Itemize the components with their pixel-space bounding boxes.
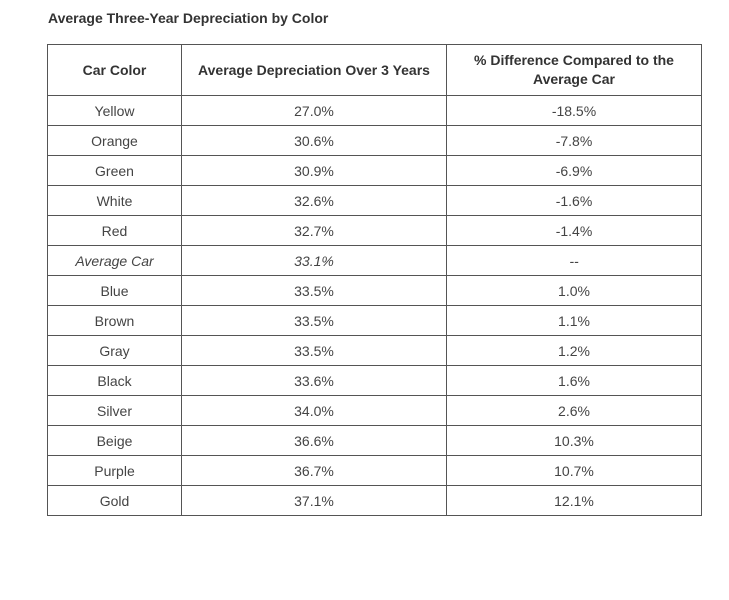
cell-depreciation: 34.0% xyxy=(181,395,447,426)
cell-difference: -- xyxy=(446,245,702,276)
table-row: Purple 36.7% 10.7% xyxy=(47,455,702,486)
table-row: Red 32.7% -1.4% xyxy=(47,215,702,246)
table-row: Beige 36.6% 10.3% xyxy=(47,425,702,456)
cell-depreciation: 30.9% xyxy=(181,155,447,186)
cell-depreciation: 27.0% xyxy=(181,95,447,126)
cell-car-color: Black xyxy=(47,365,182,396)
cell-car-color: Silver xyxy=(47,395,182,426)
cell-car-color: Orange xyxy=(47,125,182,156)
cell-car-color: Yellow xyxy=(47,95,182,126)
cell-depreciation: 37.1% xyxy=(181,485,447,516)
table-row: Gray 33.5% 1.2% xyxy=(47,335,702,366)
cell-difference: -6.9% xyxy=(446,155,702,186)
cell-car-color: Gray xyxy=(47,335,182,366)
cell-depreciation: 33.5% xyxy=(181,305,447,336)
cell-difference: -7.8% xyxy=(446,125,702,156)
cell-difference: 1.1% xyxy=(446,305,702,336)
cell-car-color: Beige xyxy=(47,425,182,456)
cell-car-color: Blue xyxy=(47,275,182,306)
cell-car-color: Gold xyxy=(47,485,182,516)
cell-difference: -1.6% xyxy=(446,185,702,216)
cell-difference: 1.2% xyxy=(446,335,702,366)
table-row: Brown 33.5% 1.1% xyxy=(47,305,702,336)
cell-difference: -18.5% xyxy=(446,95,702,126)
cell-difference: 1.0% xyxy=(446,275,702,306)
cell-depreciation: 33.6% xyxy=(181,365,447,396)
cell-car-color: Average Car xyxy=(47,245,182,276)
table-row: Blue 33.5% 1.0% xyxy=(47,275,702,306)
cell-depreciation: 32.7% xyxy=(181,215,447,246)
cell-car-color: Green xyxy=(47,155,182,186)
table-body: Yellow 27.0% -18.5% Orange 30.6% -7.8% Green 30… xyxy=(47,95,702,516)
cell-car-color: Purple xyxy=(47,455,182,486)
cell-depreciation: 36.6% xyxy=(181,425,447,456)
depreciation-table: Car Color Average Depreciation Over 3 Ye… xyxy=(47,44,702,516)
cell-depreciation: 33.1% xyxy=(181,245,447,276)
cell-depreciation: 36.7% xyxy=(181,455,447,486)
table-row: Green 30.9% -6.9% xyxy=(47,155,702,186)
cell-difference: -1.4% xyxy=(446,215,702,246)
cell-difference: 1.6% xyxy=(446,365,702,396)
table-row: Silver 34.0% 2.6% xyxy=(47,395,702,426)
table-header: Car Color Average Depreciation Over 3 Ye… xyxy=(47,44,702,96)
table-row: Average Car 33.1% -- xyxy=(47,245,702,276)
cell-depreciation: 33.5% xyxy=(181,335,447,366)
cell-depreciation: 33.5% xyxy=(181,275,447,306)
table-row: White 32.6% -1.6% xyxy=(47,185,702,216)
cell-car-color: Red xyxy=(47,215,182,246)
table-row: Orange 30.6% -7.8% xyxy=(47,125,702,156)
table-row: Gold 37.1% 12.1% xyxy=(47,485,702,516)
header-row: Car Color Average Depreciation Over 3 Ye… xyxy=(47,44,702,96)
cell-car-color: White xyxy=(47,185,182,216)
table-title: Average Three-Year Depreciation by Color xyxy=(48,10,329,26)
table-row: Yellow 27.0% -18.5% xyxy=(47,95,702,126)
cell-difference: 2.6% xyxy=(446,395,702,426)
table-row: Black 33.6% 1.6% xyxy=(47,365,702,396)
cell-car-color: Brown xyxy=(47,305,182,336)
cell-depreciation: 30.6% xyxy=(181,125,447,156)
header-car-color: Car Color xyxy=(47,44,182,96)
header-percent-difference: % Difference Compared to the Average Car xyxy=(446,44,702,96)
header-average-depreciation: Average Depreciation Over 3 Years xyxy=(181,44,447,96)
cell-difference: 12.1% xyxy=(446,485,702,516)
cell-depreciation: 32.6% xyxy=(181,185,447,216)
cell-difference: 10.7% xyxy=(446,455,702,486)
cell-difference: 10.3% xyxy=(446,425,702,456)
